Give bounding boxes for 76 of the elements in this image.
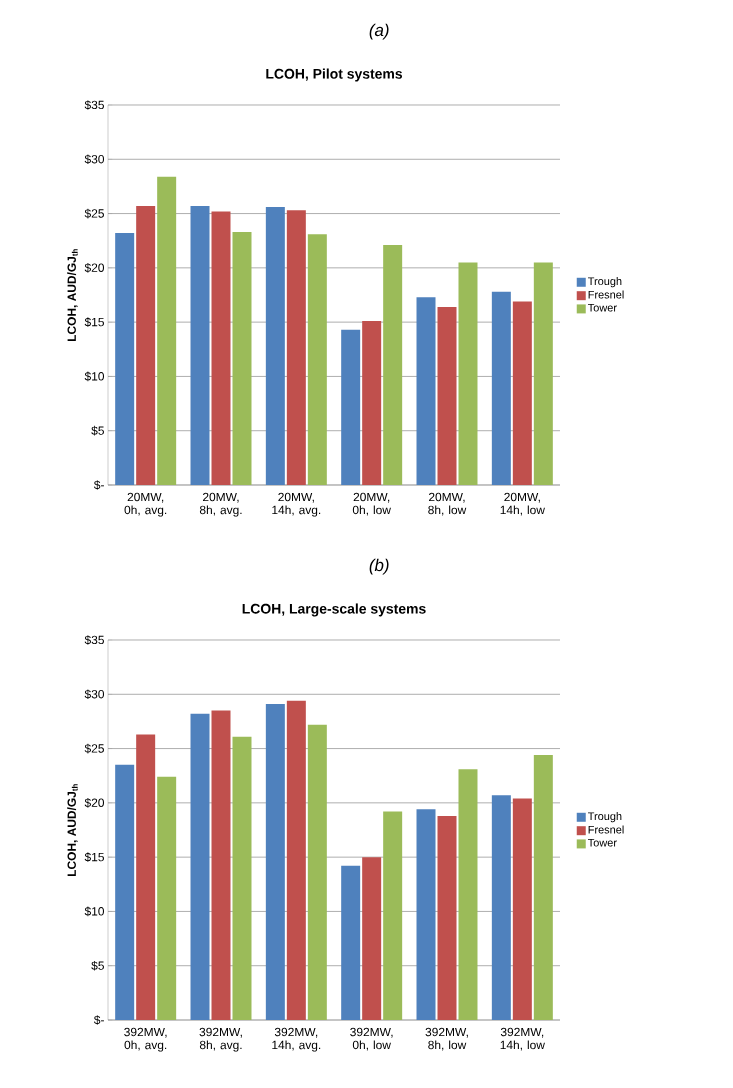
y-tick-label: $5 <box>91 425 104 436</box>
y-tick-label: $20 <box>84 798 105 808</box>
text: (b) <box>369 558 389 575</box>
bar <box>458 769 478 1020</box>
legend-label: Tower <box>587 303 617 312</box>
y-tick-label: $20 <box>84 263 105 273</box>
y-tick-label: $25 <box>84 743 104 754</box>
bar <box>232 232 252 485</box>
bar <box>341 329 361 485</box>
bar <box>458 262 478 485</box>
y-tick-label: $5 <box>91 960 104 971</box>
legend-label: Trough <box>587 812 622 823</box>
bar <box>286 210 306 485</box>
bar <box>265 207 285 485</box>
legend-label: Trough <box>587 277 622 288</box>
bar <box>512 301 532 485</box>
x-tick-label: 20MW, 0h, low <box>352 492 391 516</box>
bar <box>157 176 177 485</box>
bar <box>362 857 382 1020</box>
x-tick-label: 20MW, 14h, low <box>500 492 545 516</box>
y-axis-title: LCOH, AUD/GJ$_{th}$ <box>67 784 78 877</box>
bar <box>341 865 361 1020</box>
y-tick-label: $35 <box>84 635 104 645</box>
y-tick-label: $30 <box>84 154 105 165</box>
x-tick-label: 20MW, 0h, avg. <box>124 492 167 517</box>
x-tick-label: 20MW, 8h, low <box>428 492 467 516</box>
bar <box>437 815 457 1020</box>
y-tick-label: $25 <box>84 208 104 219</box>
bar <box>211 211 231 485</box>
bar <box>190 713 210 1020</box>
bar <box>190 205 210 485</box>
bar <box>136 734 156 1020</box>
bar <box>416 809 436 1020</box>
legend-label: Tower <box>587 838 617 847</box>
bar <box>416 297 436 485</box>
x-tick-label: 392MW, 14h, avg. <box>272 1027 321 1052</box>
bar <box>533 755 553 1020</box>
bar <box>211 710 231 1020</box>
bar <box>437 306 457 485</box>
bar <box>307 724 327 1020</box>
chart-title: LCOH, Large-scale systems <box>242 603 426 617</box>
bar <box>383 811 403 1020</box>
x-tick-label: 20MW, 14h, avg. <box>272 492 321 517</box>
bar <box>115 764 135 1020</box>
bar <box>115 233 135 485</box>
y-tick-label: $35 <box>84 100 104 110</box>
x-tick-label: 392MW, 8h, low <box>425 1027 468 1051</box>
legend-label: Fresnel <box>588 825 624 834</box>
x-tick-label: 20MW, 8h, avg. <box>199 492 242 517</box>
text: (a) <box>369 23 389 40</box>
y-tick-label: $15 <box>84 852 104 862</box>
chart-title: LCOH, Pilot systems <box>266 68 403 82</box>
legend-label: Fresnel <box>588 290 624 299</box>
x-tick-label: 392MW, 8h, avg. <box>199 1027 242 1052</box>
y-tick-label: $15 <box>84 317 104 327</box>
y-tick-label: $- <box>93 480 104 490</box>
bar <box>362 321 382 485</box>
y-tick-label: $10 <box>84 906 105 917</box>
y-tick-label: $30 <box>84 689 105 700</box>
bar <box>491 795 511 1020</box>
y-tick-label: $- <box>93 1015 104 1025</box>
y-tick-label: $10 <box>84 371 105 382</box>
bar <box>232 736 252 1020</box>
bar <box>286 700 306 1020</box>
bar <box>383 245 403 485</box>
bar <box>157 776 177 1020</box>
bar <box>307 234 327 485</box>
bar <box>136 205 156 485</box>
x-tick-label: 392MW, 14h, low <box>500 1027 545 1051</box>
bar <box>491 291 511 485</box>
bar <box>512 798 532 1020</box>
x-tick-label: 392MW, 0h, low <box>350 1027 393 1051</box>
bar <box>533 262 553 485</box>
bar <box>265 704 285 1020</box>
y-axis-title: LCOH, AUD/GJ$_{th}$ <box>67 249 78 342</box>
x-tick-label: 392MW, 0h, avg. <box>124 1027 167 1052</box>
